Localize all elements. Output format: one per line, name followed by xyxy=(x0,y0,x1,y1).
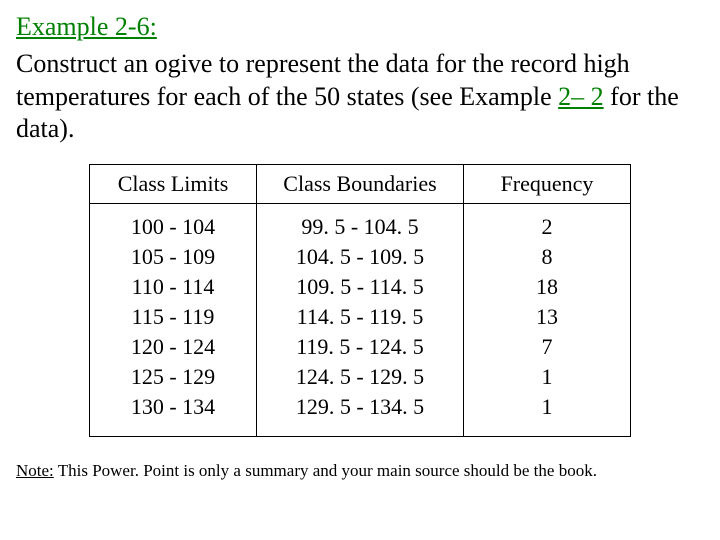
cell-freq: 8 xyxy=(464,242,631,272)
example-title: Example 2-6: xyxy=(16,12,704,42)
table-row: 110 - 114 109. 5 - 114. 5 18 xyxy=(90,272,631,302)
cell-freq: 1 xyxy=(464,362,631,392)
frequency-table: Class Limits Class Boundaries Frequency … xyxy=(89,164,631,437)
cell-bounds: 99. 5 - 104. 5 xyxy=(257,203,464,242)
cell-limits: 115 - 119 xyxy=(90,302,257,332)
example-ref-link[interactable]: 2– 2 xyxy=(558,82,604,111)
cell-freq: 13 xyxy=(464,302,631,332)
cell-bounds: 104. 5 - 109. 5 xyxy=(257,242,464,272)
cell-bounds: 124. 5 - 129. 5 xyxy=(257,362,464,392)
table-row: 130 - 134 129. 5 - 134. 5 1 xyxy=(90,392,631,437)
cell-limits: 100 - 104 xyxy=(90,203,257,242)
footnote-label: Note: xyxy=(16,461,54,480)
col-header-limits: Class Limits xyxy=(90,164,257,203)
col-header-boundaries: Class Boundaries xyxy=(257,164,464,203)
cell-limits: 130 - 134 xyxy=(90,392,257,437)
table-row: 125 - 129 124. 5 - 129. 5 1 xyxy=(90,362,631,392)
table-row: 115 - 119 114. 5 - 119. 5 13 xyxy=(90,302,631,332)
table-row: 100 - 104 99. 5 - 104. 5 2 xyxy=(90,203,631,242)
cell-limits: 125 - 129 xyxy=(90,362,257,392)
cell-limits: 110 - 114 xyxy=(90,272,257,302)
cell-limits: 120 - 124 xyxy=(90,332,257,362)
footnote-text: This Power. Point is only a summary and … xyxy=(54,461,597,480)
cell-freq: 18 xyxy=(464,272,631,302)
cell-freq: 7 xyxy=(464,332,631,362)
footnote: Note: This Power. Point is only a summar… xyxy=(16,461,704,481)
cell-bounds: 119. 5 - 124. 5 xyxy=(257,332,464,362)
cell-bounds: 114. 5 - 119. 5 xyxy=(257,302,464,332)
cell-freq: 1 xyxy=(464,392,631,437)
cell-limits: 105 - 109 xyxy=(90,242,257,272)
frequency-table-wrap: Class Limits Class Boundaries Frequency … xyxy=(16,164,704,437)
col-header-frequency: Frequency xyxy=(464,164,631,203)
cell-bounds: 129. 5 - 134. 5 xyxy=(257,392,464,437)
body-pre: Construct an ogive to represent the data… xyxy=(16,49,630,111)
cell-bounds: 109. 5 - 114. 5 xyxy=(257,272,464,302)
table-row: 105 - 109 104. 5 - 109. 5 8 xyxy=(90,242,631,272)
cell-freq: 2 xyxy=(464,203,631,242)
example-body: Construct an ogive to represent the data… xyxy=(16,48,704,146)
table-row: 120 - 124 119. 5 - 124. 5 7 xyxy=(90,332,631,362)
table-header-row: Class Limits Class Boundaries Frequency xyxy=(90,164,631,203)
